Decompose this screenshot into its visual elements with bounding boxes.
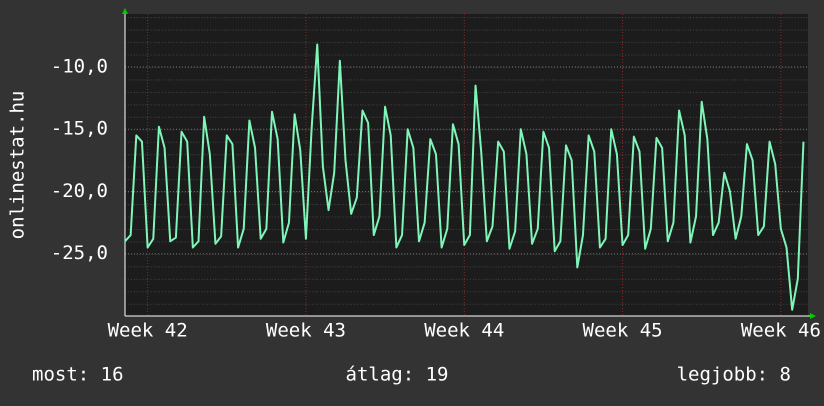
stat-current: most: 16 (32, 364, 124, 386)
x-tick-label: Week 45 (583, 320, 663, 342)
x-tick-label: Week 46 (741, 320, 821, 342)
stat-best: legjobb: 8 (677, 364, 791, 386)
axis-arrow (122, 8, 128, 14)
x-tick-label: Week 42 (108, 320, 188, 342)
y-tick-label: -15,0 (51, 118, 108, 140)
series-line (124, 43, 805, 311)
stat-average: átlag: 19 (346, 364, 449, 386)
x-tick-label: Week 44 (424, 320, 504, 342)
y-tick-label: -20,0 (51, 180, 108, 202)
y-tick-label: -10,0 (51, 55, 108, 77)
x-tick-label: Week 43 (266, 320, 346, 342)
axis-arrow (810, 313, 816, 319)
minor-grid (125, 14, 808, 316)
y-tick-label: -25,0 (51, 242, 108, 264)
y-axis-label: onlinestat.hu (7, 91, 29, 240)
